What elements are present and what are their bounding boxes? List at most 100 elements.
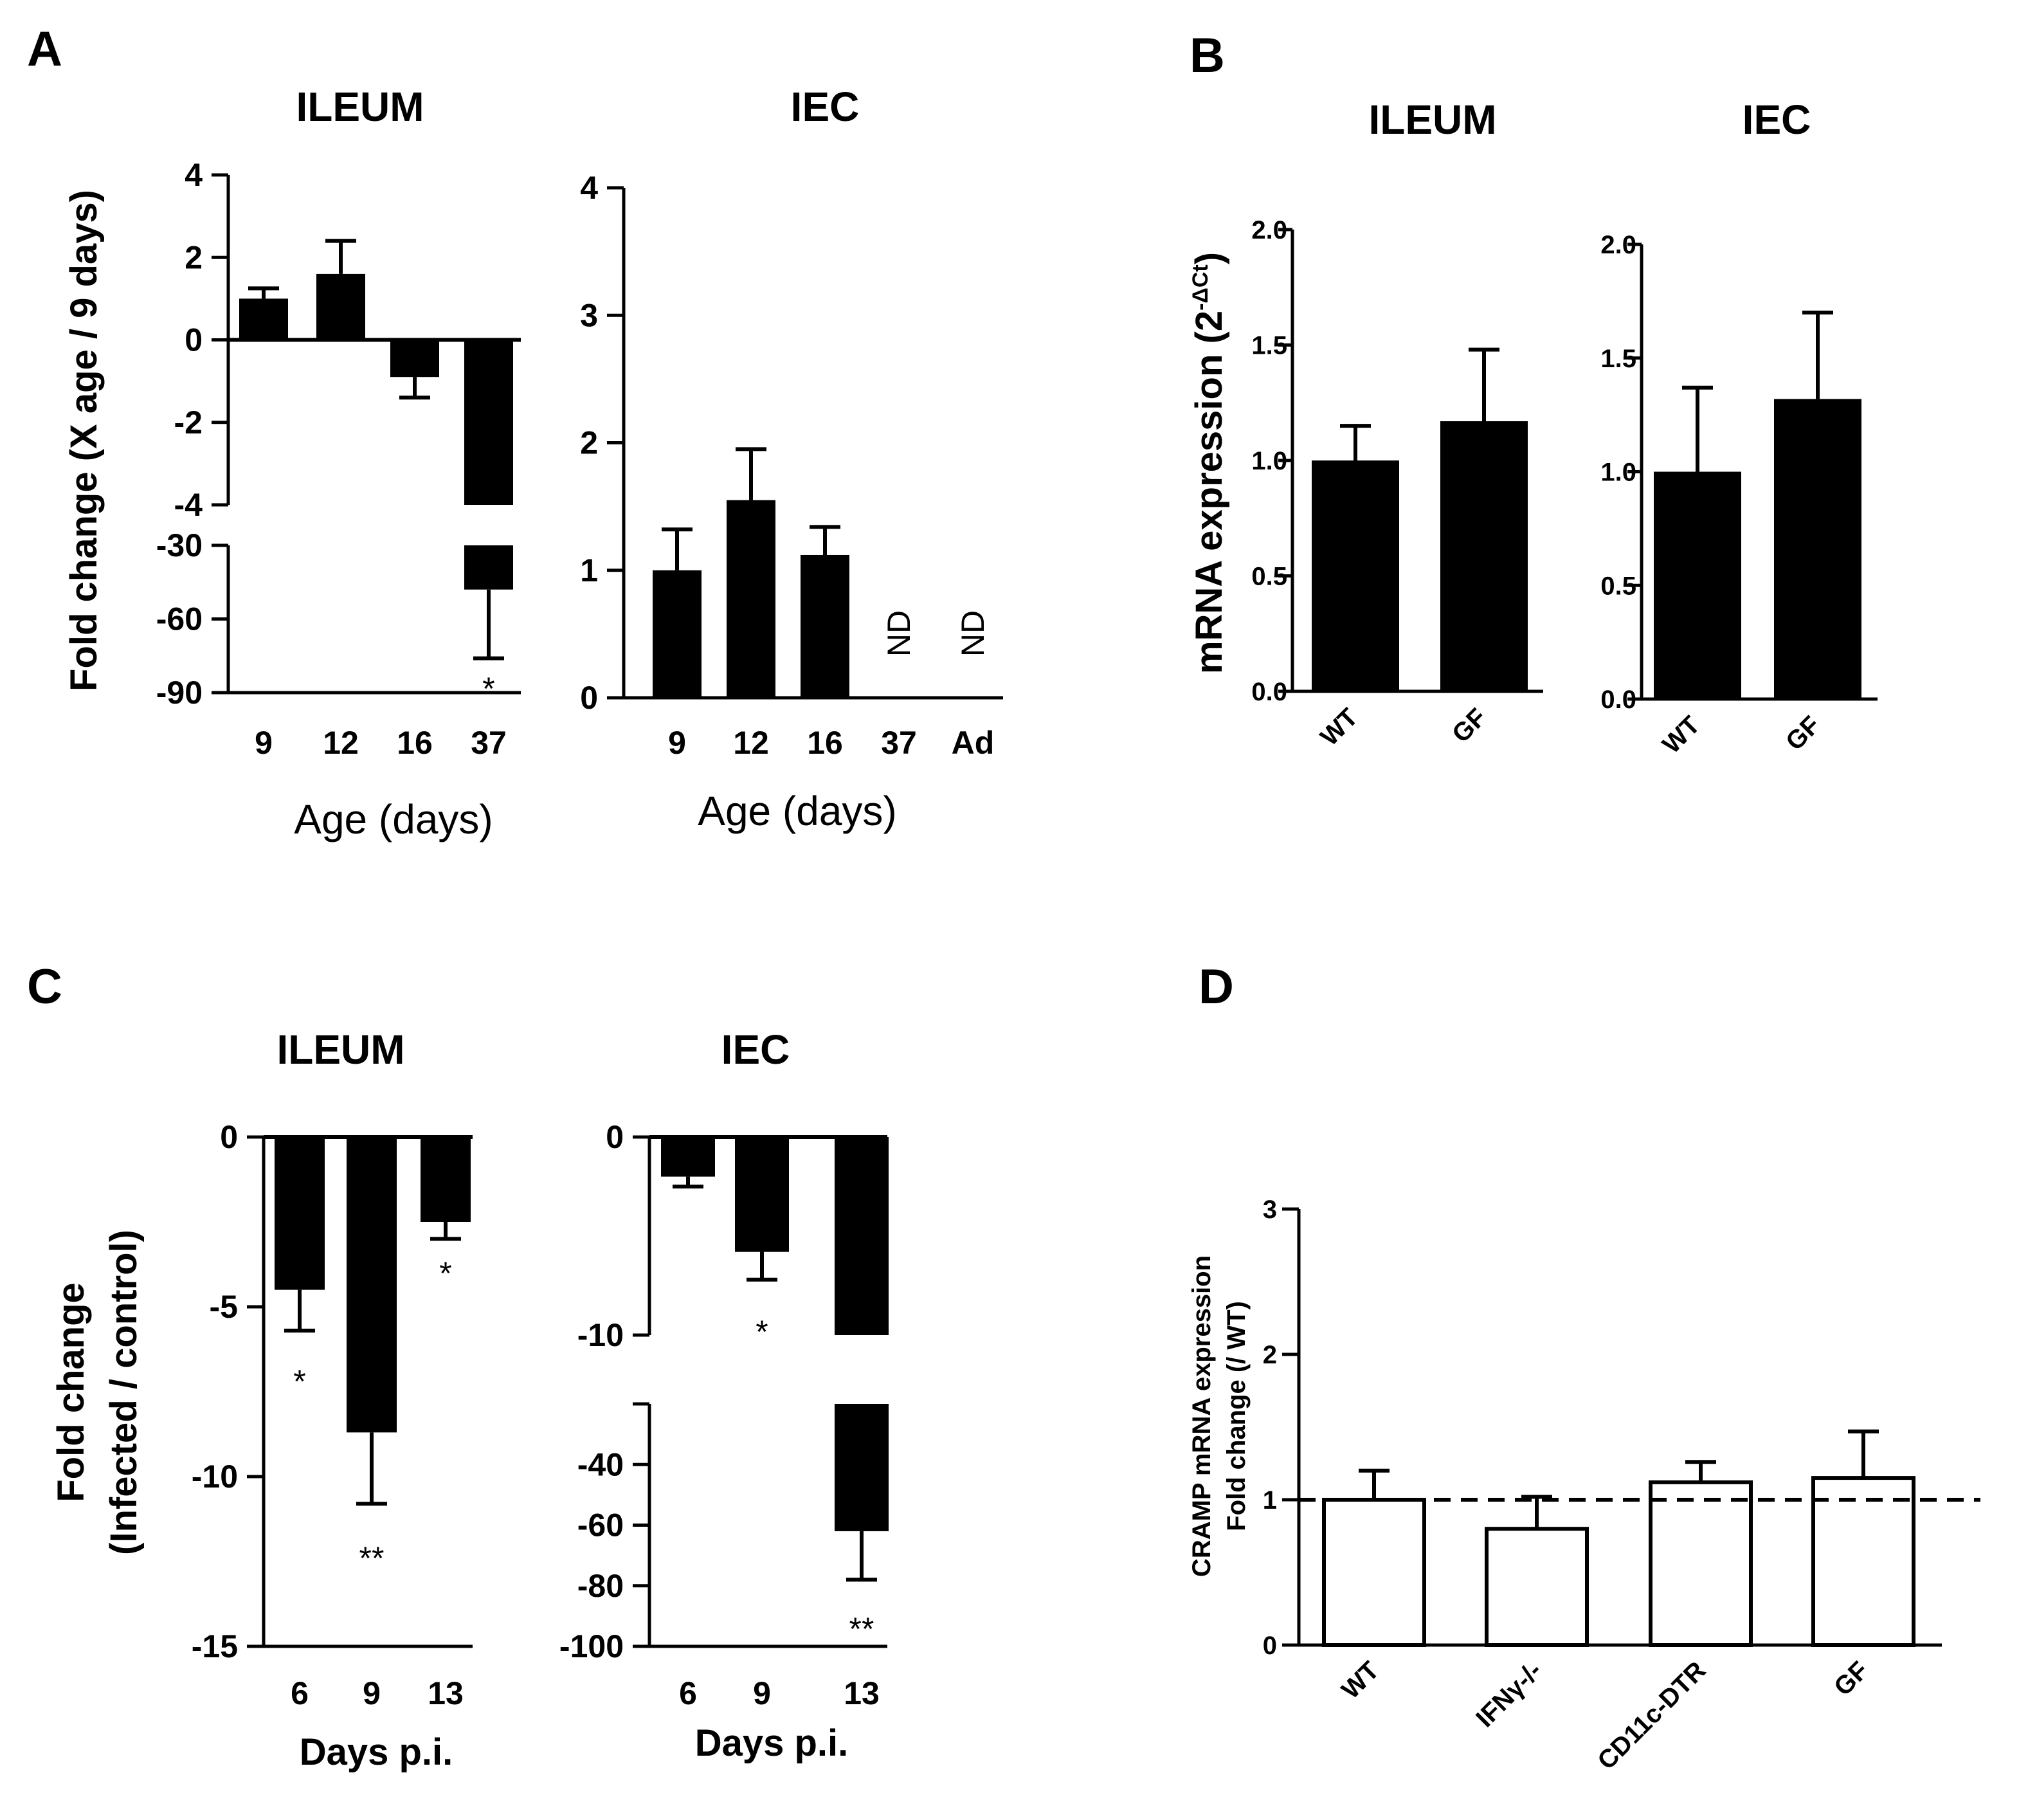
chart-d-errorbar <box>1685 1460 1716 1482</box>
chart-a-iec-errorbar <box>736 447 766 500</box>
chart-d-xtick-label: CD11c-DTR <box>1592 1656 1711 1775</box>
chart-c-iec-xtick-label: 13 <box>844 1675 880 1711</box>
chart-a-ileum-ytick-label: 0 <box>185 322 203 358</box>
chart-d-xtick-label: WT <box>1336 1656 1384 1704</box>
chart-c-ileum-significance: * <box>293 1363 305 1399</box>
chart-c-ileum-errorbar <box>356 1432 387 1506</box>
chart-b-iec-xtick-label: GF <box>1780 711 1825 756</box>
chart-b-iec-title: IEC <box>1743 96 1811 143</box>
chart-c-iec-errorbar <box>673 1176 703 1188</box>
chart-b-ileum-bar <box>1440 421 1528 691</box>
chart-c-iec-xtick-label: 6 <box>679 1675 697 1711</box>
chart-b-iec: IEC 0.0 0.5 1.0 1.5 2.0 WT GF <box>1600 96 1878 759</box>
chart-d-errorbar <box>1521 1495 1552 1529</box>
chart-c-ileum-bar <box>347 1137 397 1433</box>
chart-c-ileum-ytick-label: -10 <box>192 1459 238 1495</box>
chart-a-ileum-ytick-label: -30 <box>156 527 203 563</box>
chart-a-ileum-bar <box>464 340 513 505</box>
chart-a-iec-xtick-label: Ad <box>952 725 995 761</box>
panel-letter-b: B <box>1190 28 1225 83</box>
chart-a-ileum-xtick-label: 16 <box>397 725 433 761</box>
chart-a-ileum-ytick-label: 4 <box>185 157 203 193</box>
chart-a-ileum-errorbar <box>399 377 430 400</box>
chart-a-ileum: ILEUM 4 2 0 -2 -4 -30 -60 -90 9 12 16 37 * Age (days) F… <box>63 84 521 842</box>
chart-b-ileum-ylabel-main: mRNA expression (2 <box>1188 311 1230 674</box>
chart-b-ileum-title: ILEUM <box>1368 96 1496 143</box>
chart-c-ileum-ylabel2: (Infected / control) <box>103 1230 145 1555</box>
chart-c-iec-ytick-label: -40 <box>577 1446 624 1482</box>
chart-c-iec-xtick-label: 9 <box>753 1675 771 1711</box>
chart-c-iec-significance: * <box>756 1314 768 1350</box>
chart-c-ileum-xtick-label: 6 <box>291 1675 309 1711</box>
chart-c-iec-bar <box>661 1137 715 1177</box>
chart-a-iec-xtick-label: 37 <box>881 725 917 761</box>
chart-b-ileum: ILEUM 0.0 0.5 1.0 1.5 2.0 WT GF mRNA expression … <box>1188 96 1543 751</box>
chart-c-ileum-ylabel: Fold change <box>50 1282 92 1502</box>
chart-b-iec-errorbar <box>1802 311 1833 399</box>
chart-d-ylabel2: Fold change (/ WT) <box>1222 1301 1251 1531</box>
chart-a-iec-xtick-label: 16 <box>807 725 843 761</box>
chart-a-ileum-errorbar <box>473 589 504 660</box>
chart-b-ileum-xtick-label: WT <box>1315 703 1363 751</box>
chart-b-iec-ytick-label: 1.0 <box>1600 459 1636 487</box>
chart-d-xtick-label: GF <box>1829 1656 1874 1701</box>
chart-d-bar <box>1485 1527 1589 1647</box>
chart-c-ileum-bar <box>421 1137 471 1222</box>
chart-c-iec-ytick-label: -100 <box>559 1628 624 1664</box>
chart-d-ytick-label: 0 <box>1263 1632 1277 1660</box>
chart-b-iec-ytick-label: 1.5 <box>1600 345 1636 373</box>
chart-b-iec-errorbar <box>1682 385 1713 472</box>
chart-a-iec-ytick-label: 1 <box>580 552 598 588</box>
chart-a-iec-errorbar <box>810 525 840 555</box>
chart-c-iec-ytick-label: -80 <box>577 1568 624 1604</box>
chart-a-iec-xtick-label: 12 <box>733 725 769 761</box>
chart-a-ileum-bar <box>390 340 439 378</box>
chart-c-iec-ytick-label: -10 <box>577 1317 624 1353</box>
chart-c-iec-ytick-label: 0 <box>606 1119 624 1155</box>
chart-b-ileum-ytick-label: 0.5 <box>1251 563 1287 591</box>
chart-b-iec-ytick-label: 2.0 <box>1600 231 1636 259</box>
chart-a-iec-errorbar <box>662 527 693 570</box>
chart-b-ileum-ytick-label: 0.0 <box>1251 678 1287 706</box>
chart-c-iec-bar <box>835 1137 889 1335</box>
chart-a-ileum-ytick-label: -2 <box>174 405 203 441</box>
chart-a-ileum-ytick-label: 2 <box>185 239 203 275</box>
chart-a-ileum-ytick-label: -90 <box>156 675 203 711</box>
chart-b-iec-bar <box>1654 471 1741 699</box>
chart-a-ileum-errorbar <box>248 286 279 299</box>
chart-b-iec-ytick-label: 0.0 <box>1600 686 1636 714</box>
chart-a-iec-bar <box>727 500 775 698</box>
chart-b-ileum-xtick-label: GF <box>1447 703 1492 748</box>
chart-d-ytick-label: 1 <box>1263 1486 1277 1515</box>
chart-d-bar <box>1322 1498 1426 1647</box>
chart-c-iec-bar-lower <box>835 1404 889 1531</box>
chart-a-iec-ytick-label: 4 <box>580 170 598 206</box>
chart-a-iec-ytick-label: 0 <box>580 680 598 716</box>
chart-a-ileum-title: ILEUM <box>296 84 424 130</box>
chart-c-ileum-title: ILEUM <box>276 1026 404 1073</box>
chart-a-ileum-significance: * <box>482 671 494 707</box>
chart-a-ileum-ytick-label: -4 <box>174 487 203 523</box>
chart-c-ileum-xtick-label: 13 <box>428 1675 464 1711</box>
chart-c-iec-errorbar <box>747 1251 777 1282</box>
chart-b-iec-xtick-label: WT <box>1657 711 1705 759</box>
chart-a-ileum-ytick-label: -60 <box>156 601 203 637</box>
chart-a-ileum-xlabel: Age (days) <box>294 796 493 842</box>
chart-c-iec-title: IEC <box>721 1026 790 1073</box>
chart-c-iec-bar <box>735 1137 789 1252</box>
chart-c-ileum-bar <box>275 1137 325 1290</box>
chart-a-ileum-xtick-label: 37 <box>471 725 507 761</box>
chart-c-iec-significance: ** <box>849 1611 874 1647</box>
chart-c-iec-xlabel: Days p.i. <box>695 1722 849 1764</box>
chart-b-ileum-errorbar <box>1340 424 1371 460</box>
chart-c-ileum-ytick-label: -5 <box>210 1289 238 1325</box>
chart-d-errorbar <box>1359 1468 1390 1500</box>
chart-d-bar <box>1649 1480 1753 1647</box>
chart-a-ileum-errorbar <box>325 239 356 274</box>
chart-b-iec-ytick-label: 0.5 <box>1600 572 1636 600</box>
chart-d-ylabel: CRAMP mRNA expression <box>1188 1255 1216 1577</box>
chart-b-ileum-ytick-label: 1.0 <box>1251 447 1287 475</box>
chart-c-ileum-ytick-label: -15 <box>192 1628 238 1664</box>
